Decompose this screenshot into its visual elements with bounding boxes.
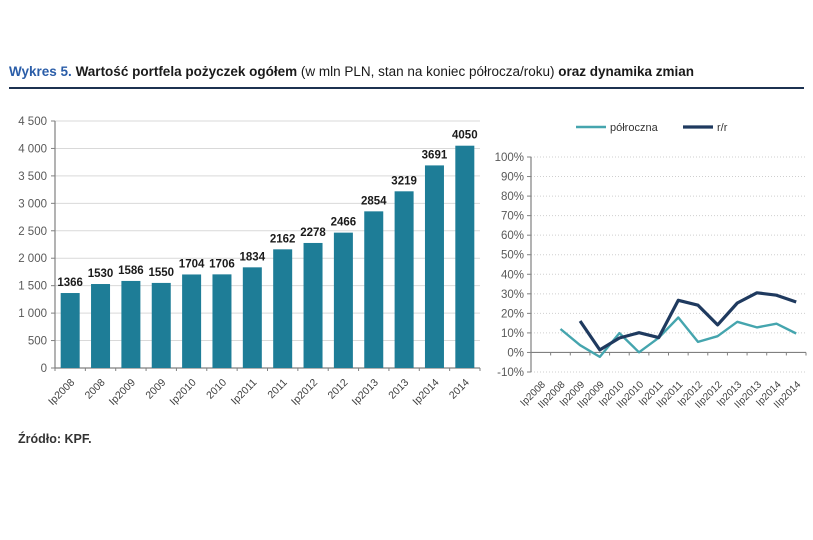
bar-value-label: 1834 — [240, 251, 266, 263]
bar-value-label: 2278 — [300, 227, 326, 239]
bar — [455, 145, 475, 368]
x-tick-label: Ip2013 — [350, 377, 381, 408]
legend-label: półroczna — [610, 122, 659, 134]
y-tick-label: 30% — [501, 289, 524, 301]
bar-value-label: 4050 — [452, 130, 478, 142]
y-tick-label: 2 500 — [18, 226, 47, 238]
y-tick-label: 50% — [501, 250, 524, 262]
y-tick-label: 0% — [507, 347, 524, 359]
bar-value-label: 2466 — [331, 217, 357, 229]
bar-value-label: 1530 — [88, 268, 114, 280]
bar — [303, 242, 323, 368]
figure-title-units: (w mln PLN, stan na koniec półrocza/roku… — [300, 64, 555, 79]
y-tick-label: 1 000 — [18, 308, 47, 320]
x-tick-label: Ip2014 — [410, 377, 441, 408]
x-tick-label: 2009 — [143, 377, 168, 402]
bar-value-label: 3219 — [391, 175, 417, 187]
bar-value-label: 2162 — [270, 233, 296, 245]
y-tick-label: 80% — [501, 191, 524, 203]
y-tick-label: 4 500 — [18, 116, 47, 128]
x-tick-label: Ip2009 — [107, 377, 138, 408]
figure-title-main: Wartość portfela pożyczek ogółem — [75, 64, 298, 79]
figure-title: Wykres 5. Wartość portfela pożyczek ogół… — [9, 62, 804, 89]
figure-title-suffix: oraz dynamika zmian — [558, 64, 695, 79]
bar — [121, 280, 141, 368]
y-tick-label: 100% — [495, 152, 524, 164]
y-tick-label: 2 000 — [18, 253, 47, 265]
legend-label: r/r — [717, 122, 728, 134]
bar — [394, 191, 414, 368]
bar-chart-svg: 0 500 1 000 1 500 2 000 2 500 3 000 3 500 4 000 4… — [18, 116, 481, 408]
bar — [364, 211, 384, 368]
x-tick-label: 2012 — [326, 377, 351, 402]
y-tick-label: 10% — [501, 328, 524, 340]
x-tick-label: Ip2010 — [168, 377, 199, 408]
x-tick-label: 2010 — [204, 377, 229, 402]
bar-value-label: 1706 — [209, 258, 235, 270]
y-tick-label: 3 000 — [18, 198, 47, 210]
bar-value-label: 1704 — [179, 258, 205, 270]
line-chart-svg: półroczna r/r -10% 0% 10% 20% 30% 40% 50% 60% 70% 8… — [495, 122, 807, 411]
series-line-polroczna — [559, 316, 797, 359]
figure-number: Wykres 5. — [9, 64, 72, 79]
bar-value-label: 1366 — [57, 277, 83, 289]
y-tick-label: 0 — [41, 363, 47, 375]
x-tick-label: 2013 — [386, 377, 411, 402]
y-tick-label: 20% — [501, 308, 524, 320]
y-tick-label: 60% — [501, 230, 524, 242]
bar — [273, 249, 293, 368]
x-tick-label: Ip2012 — [289, 377, 320, 408]
bar-chart-portfolio-value: 0 500 1 000 1 500 2 000 2 500 3 000 3 500 4 000 4… — [10, 105, 485, 425]
y-tick-label: 1 500 — [18, 281, 47, 293]
source-note: Źródło: KPF. — [18, 432, 92, 446]
bar-value-label: 2854 — [361, 195, 387, 207]
series-line-rr — [578, 291, 797, 352]
bar — [242, 267, 262, 368]
bar — [151, 282, 171, 368]
y-tick-label: 500 — [28, 336, 47, 348]
x-tick-label: 2014 — [447, 377, 472, 402]
y-tick-label: -10% — [497, 367, 524, 379]
bar — [212, 274, 232, 368]
y-tick-label: 40% — [501, 269, 524, 281]
bar-value-label: 3691 — [422, 149, 448, 161]
x-tick-label: 2008 — [83, 377, 108, 402]
bar — [333, 232, 353, 368]
x-tick-label: Ip2011 — [229, 377, 260, 408]
y-tick-label: 4 000 — [18, 143, 47, 155]
line-chart-growth-dynamics: półroczna r/r -10% 0% 10% 20% 30% 40% 50% 60% 70% 8… — [488, 105, 810, 425]
y-tick-label: 90% — [501, 172, 524, 184]
bar-value-label: 1586 — [118, 265, 144, 277]
y-tick-label: 3 500 — [18, 171, 47, 183]
bar — [182, 274, 202, 368]
x-tick-label: Ip2008 — [46, 377, 77, 408]
y-tick-label: 70% — [501, 211, 524, 223]
bar-value-label: 1550 — [148, 267, 174, 279]
bar — [60, 293, 80, 368]
bar — [424, 165, 444, 368]
x-tick-label: 2011 — [265, 377, 290, 402]
bar — [91, 284, 111, 368]
